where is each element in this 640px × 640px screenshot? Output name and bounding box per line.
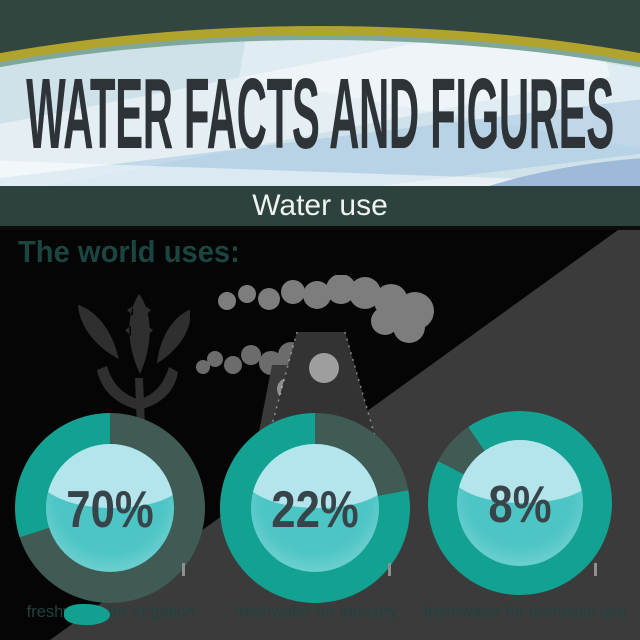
tick-mark — [594, 563, 597, 576]
percent-value: 22% — [271, 481, 359, 539]
chart-label-irrigation: freshwater for irrigation — [26, 602, 196, 621]
page-title: WATER FACTS AND FIGURES — [26, 58, 614, 170]
donut-chart-industry: 22% — [220, 413, 410, 603]
water-surface — [457, 440, 583, 503]
water-surface — [251, 444, 379, 508]
sky-water-background — [0, 40, 640, 186]
percent-value: 70% — [66, 481, 154, 539]
teal-highlight-blob — [64, 604, 110, 625]
content-area: The world uses: — [0, 230, 640, 640]
chart-labels-row: freshwater for irrigation freshwater for… — [0, 602, 640, 622]
header-banner: WATER FACTS AND FIGURES — [0, 0, 640, 186]
donut-chart-domestic: 8% — [428, 411, 612, 595]
chart-label-industry: freshwater for industry — [234, 602, 398, 621]
percent-value: 8% — [488, 476, 552, 534]
water-glass: 8% — [457, 440, 583, 566]
water-glass: 22% — [251, 444, 379, 572]
chart-label-domestic: freshwater for domestic use — [423, 602, 627, 621]
water-glass: 70% — [46, 444, 174, 572]
section-title: Water use — [252, 189, 388, 222]
section-band: Water use — [0, 186, 640, 230]
donut-chart-irrigation: 70% — [15, 413, 205, 603]
tick-mark — [388, 563, 391, 576]
water-surface — [46, 444, 174, 508]
content-heading: The world uses: — [18, 234, 240, 269]
tick-mark — [182, 563, 185, 576]
smoke-upper — [218, 275, 434, 343]
wheat-icon — [77, 294, 190, 427]
